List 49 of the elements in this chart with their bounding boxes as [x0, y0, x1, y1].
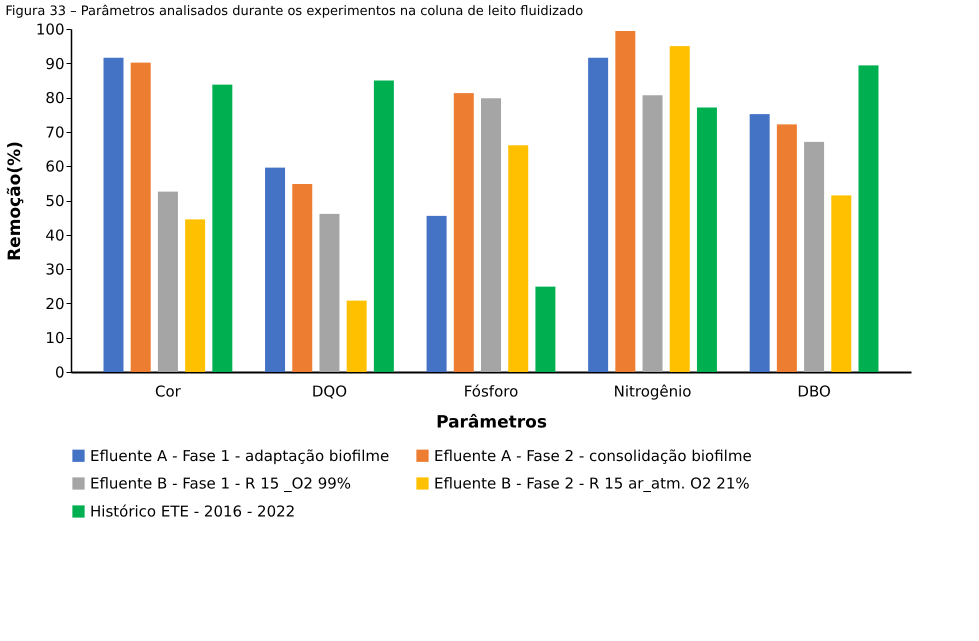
bar — [508, 145, 528, 372]
y-tick-label: 10 — [45, 329, 64, 348]
legend-label: Efluente A - Fase 1 - adaptação biofilme — [90, 446, 390, 465]
bar — [185, 219, 206, 372]
bar — [104, 58, 124, 372]
bar — [158, 192, 178, 372]
bar — [292, 184, 312, 372]
bar — [804, 142, 824, 372]
bar — [858, 65, 878, 372]
x-tick-label: DBO — [797, 382, 831, 400]
x-tick-label: Cor — [155, 382, 182, 400]
bar — [588, 58, 608, 372]
x-tick-label: DQO — [312, 382, 348, 400]
bar — [615, 31, 636, 372]
bar — [776, 124, 797, 372]
x-axis-title: Parâmetros — [436, 412, 547, 432]
y-axis-title: Remoção(%) — [4, 141, 25, 261]
y-tick-label: 0 — [54, 364, 64, 382]
bar — [831, 195, 852, 372]
y-tick-label: 30 — [45, 260, 64, 279]
y-tick-label: 100 — [36, 20, 64, 38]
bar — [374, 80, 394, 372]
bar — [642, 95, 663, 372]
legend-label: Efluente B - Fase 2 - R 15 ar_atm. O2 21% — [434, 474, 750, 492]
y-tick-label: 60 — [45, 158, 64, 176]
y-tick-label: 20 — [45, 294, 64, 313]
y-tick-label: 50 — [45, 192, 64, 210]
legend-label: Histórico ETE - 2016 - 2022 — [90, 502, 296, 520]
y-tick-label: 80 — [45, 89, 64, 108]
bar — [750, 114, 770, 372]
bar — [319, 214, 340, 372]
bar — [346, 300, 367, 372]
bar — [426, 216, 447, 372]
bar — [130, 62, 151, 372]
bar — [212, 84, 232, 372]
bar — [670, 46, 690, 372]
x-tick-label: Fósforo — [464, 382, 518, 400]
legend-label: Efluente B - Fase 1 - R 15 _O2 99% — [90, 474, 352, 492]
bar — [265, 168, 286, 372]
legend-label: Efluente A - Fase 2 - consolidação biofilme — [434, 446, 752, 465]
bar — [535, 286, 556, 372]
x-tick-label: Nitrogênio — [614, 382, 692, 400]
bar — [454, 93, 474, 372]
bar — [481, 98, 501, 372]
chart-title: Figura 33 – Parâmetros analisados durante os experimentos na coluna de leito fluidizado — [5, 4, 584, 19]
y-tick-label: 40 — [45, 226, 64, 244]
y-tick-label: 70 — [45, 123, 64, 142]
bar — [696, 108, 717, 372]
y-tick-label: 90 — [45, 54, 64, 73]
